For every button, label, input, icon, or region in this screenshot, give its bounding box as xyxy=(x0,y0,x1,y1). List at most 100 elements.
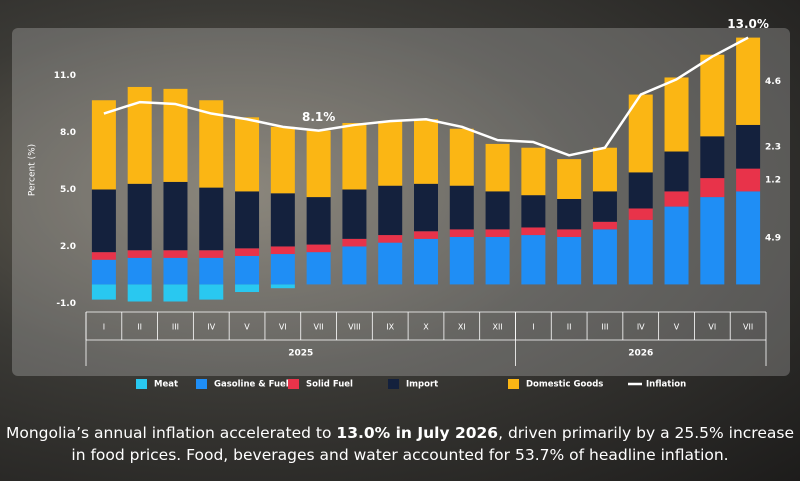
bar-segment xyxy=(700,178,725,198)
x-tick-label: VII xyxy=(743,323,753,332)
bar-segment xyxy=(306,252,331,285)
caption-part: , driven primarily by a 25.5% increase i… xyxy=(71,424,794,464)
x-tick-label: VII xyxy=(314,323,324,332)
bar-segment xyxy=(91,284,116,300)
bar-segment xyxy=(199,250,224,258)
bar-segment xyxy=(628,172,653,209)
bar-segment xyxy=(557,229,582,237)
bar-segment xyxy=(378,185,403,236)
bar-segment xyxy=(127,86,152,184)
end-label: 4.9 xyxy=(765,233,781,243)
bar-segment xyxy=(521,195,546,228)
y-tick-label: 5.0 xyxy=(60,185,76,195)
x-tick-label: III xyxy=(172,323,179,332)
legend-swatch xyxy=(196,379,207,389)
bar-segment xyxy=(342,123,367,190)
inflation-line xyxy=(103,36,749,157)
x-tick-label: VI xyxy=(279,323,287,332)
bar-segment xyxy=(592,229,617,285)
x-tick-label: VIII xyxy=(348,323,361,332)
bar-segment xyxy=(270,284,295,289)
x-tick-label: VI xyxy=(708,323,716,332)
legend-swatch xyxy=(288,379,299,389)
end-label: 1.2 xyxy=(765,175,781,185)
x-tick-label: II xyxy=(137,323,142,332)
bar-segment xyxy=(485,191,510,230)
bar-segment xyxy=(91,100,116,190)
x-tick-label: IV xyxy=(207,323,215,332)
y-axis-label: Percent (%) xyxy=(28,144,38,196)
bar-segment xyxy=(378,235,403,243)
bar-segment xyxy=(235,248,260,256)
bar-segment xyxy=(664,206,689,285)
bar-segment xyxy=(163,257,188,285)
legend-label: Gasoline & Fuel xyxy=(214,380,289,390)
bar-segment xyxy=(664,77,689,152)
bar-segment xyxy=(700,197,725,285)
x-tick-label: X xyxy=(423,323,429,332)
bar-segment xyxy=(557,198,582,230)
bar-segment xyxy=(342,238,367,247)
bar-segment xyxy=(485,229,510,237)
bar-segment xyxy=(414,183,438,232)
legend-label: Inflation xyxy=(646,380,686,390)
x-tick-label: II xyxy=(567,323,572,332)
bar-segment xyxy=(485,143,510,192)
bar-segment xyxy=(91,259,116,285)
bar-segment xyxy=(199,187,224,251)
bar-segment xyxy=(235,117,260,192)
x-tick-label: V xyxy=(674,323,680,332)
bar-segment xyxy=(91,189,116,253)
bar-segment xyxy=(199,257,224,285)
bar-segment xyxy=(664,191,689,207)
bar-segment xyxy=(592,147,617,192)
bar-segment xyxy=(270,254,295,285)
line-value-label: 13.0% xyxy=(727,17,769,31)
bar-segment xyxy=(485,236,510,285)
caption: Mongolia’s annual inflation accelerated … xyxy=(0,422,800,466)
bar-segment xyxy=(127,183,152,251)
bar-segment xyxy=(270,246,295,255)
bar-segment xyxy=(270,193,295,247)
bar-segment xyxy=(163,250,188,258)
bar-segment xyxy=(628,219,653,285)
x-tick-label: I xyxy=(532,323,534,332)
x-tick-label: XI xyxy=(458,323,466,332)
bar-segment xyxy=(235,284,260,293)
bar-segment xyxy=(342,189,367,239)
bar-segment xyxy=(736,168,761,192)
bar-segment xyxy=(270,126,295,194)
bar-segment xyxy=(736,37,761,125)
bar-segment xyxy=(736,124,761,169)
bar-segment xyxy=(449,128,474,186)
bar-segment xyxy=(664,151,689,192)
legend-swatch xyxy=(136,379,147,389)
bar-segment xyxy=(127,284,152,302)
bar-segment xyxy=(163,181,188,251)
bar-segment xyxy=(521,227,546,236)
x-tick-label: XII xyxy=(492,323,502,332)
legend-label: Domestic Goods xyxy=(526,380,603,390)
group-label: 2026 xyxy=(628,349,653,359)
y-tick-label: -1.0 xyxy=(56,299,76,309)
bar-segment xyxy=(414,119,438,184)
bar-segment xyxy=(700,136,725,179)
x-tick-label: V xyxy=(244,323,250,332)
end-label: 4.6 xyxy=(765,77,781,87)
bar-segment xyxy=(414,231,438,239)
legend-swatch xyxy=(388,379,399,389)
bar-segment xyxy=(235,191,260,249)
line-value-label: 8.1% xyxy=(302,110,335,124)
legend-swatch xyxy=(508,379,519,389)
bar-segment xyxy=(342,246,367,285)
group-label: 2025 xyxy=(288,349,313,359)
x-tick-label: III xyxy=(601,323,608,332)
bar-segment xyxy=(306,244,331,253)
caption-part: Mongolia’s annual inflation accelerated … xyxy=(6,424,337,442)
bar-segment xyxy=(449,185,474,230)
bar-segment xyxy=(557,159,582,199)
x-tick-label: I xyxy=(103,323,105,332)
bar-segment xyxy=(592,191,617,222)
bar-segment xyxy=(127,257,152,285)
